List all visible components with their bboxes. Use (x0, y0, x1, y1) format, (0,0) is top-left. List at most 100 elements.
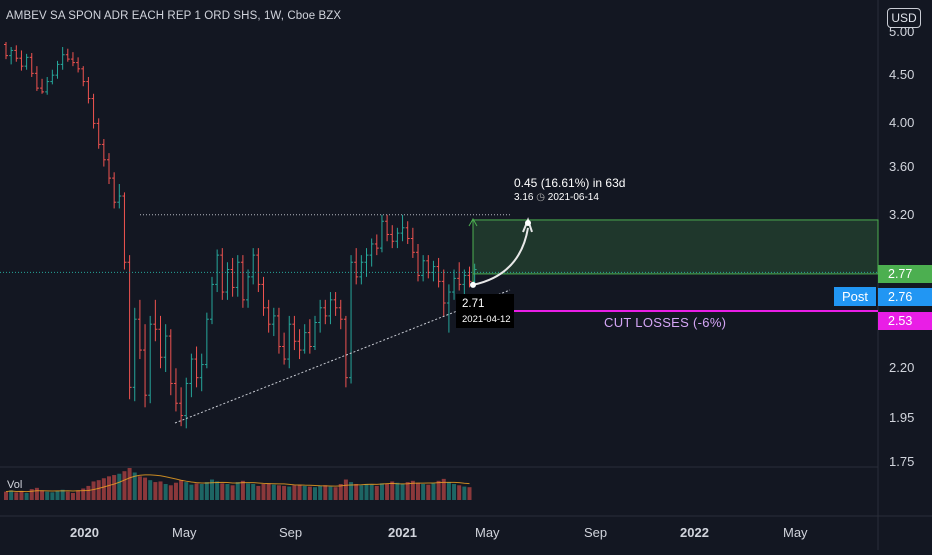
volume-bar (246, 483, 251, 500)
ohlc-bar (101, 139, 106, 167)
ohlc-bar (313, 315, 317, 351)
ohlc-bar (395, 227, 400, 249)
ohlc-bar (307, 319, 312, 354)
ohlc-bar (349, 255, 354, 384)
ohlc-bar (333, 292, 338, 316)
target-price-tag: 2.77 (878, 265, 932, 283)
volume-bar (256, 485, 261, 500)
volume-bar (225, 484, 230, 500)
ohlc-bar (354, 248, 359, 285)
ohlc-bar (431, 260, 436, 282)
ohlc-bar (323, 299, 328, 325)
volume-bar (9, 490, 14, 500)
ohlc-bar (287, 315, 292, 369)
ohlc-bar (390, 225, 395, 249)
price-tick-label: 1.95 (889, 409, 915, 425)
ohlc-bar (163, 324, 168, 373)
volume-bar (307, 486, 312, 500)
currency-button[interactable]: USD (887, 8, 921, 28)
volume-bar (168, 485, 173, 500)
ohlc-bar (184, 377, 189, 429)
ohlc-bar (194, 346, 199, 388)
ohlc-bar (292, 315, 297, 351)
ohlc-bar (112, 172, 117, 209)
volume-bar (390, 481, 395, 500)
cut-losses-label: CUT LOSSES (-6%) (604, 315, 727, 330)
ohlc-bar (261, 276, 266, 316)
volume-bar (426, 484, 431, 500)
ohlc-bar (179, 387, 184, 427)
ohlc-bar (400, 214, 405, 242)
chart-title: AMBEV SA SPON ADR EACH REP 1 ORD SHS, 1W… (6, 10, 342, 22)
volume-bar (359, 485, 364, 500)
volume-bar (240, 480, 245, 500)
volume-bar (158, 481, 163, 500)
volume-bar (261, 484, 266, 500)
clock-icon: ◷ (536, 192, 545, 203)
volume-bar (194, 483, 199, 500)
volume-bar (14, 492, 19, 500)
ohlc-bar (369, 238, 374, 267)
volume-bar (410, 480, 415, 500)
ohlc-bar (45, 76, 50, 95)
volume-bar (76, 490, 81, 500)
ohlc-bar (457, 262, 462, 291)
ohlc-bar (410, 227, 415, 258)
range-arrow-head (468, 217, 478, 227)
time-tick-label: 2021 (388, 525, 417, 540)
ohlc-bar (256, 248, 261, 293)
ohlc-bar (379, 214, 384, 253)
volume-bar (81, 488, 86, 500)
projection-arrow-head (522, 217, 533, 233)
ohlc-bar (271, 307, 276, 337)
ohlc-bar (220, 248, 225, 300)
post-market-badge: Post (834, 287, 876, 306)
volume-bar (276, 485, 281, 500)
volume-bar (34, 487, 39, 500)
ohlc-bar (421, 255, 426, 282)
ohlc-bars (4, 41, 477, 429)
volume-bar (235, 482, 240, 500)
ohlc-bar (235, 255, 240, 297)
ohlc-bar (107, 153, 111, 184)
ohlc-bar (14, 45, 19, 62)
point-date: 2021-04-12 (462, 314, 511, 325)
volume-bar (405, 482, 410, 500)
volume-bar (323, 485, 328, 500)
ohlc-bar (19, 50, 24, 71)
volume-bar (292, 485, 297, 500)
volume-bar (287, 486, 292, 500)
ohlc-bar (302, 324, 307, 354)
post-price-value: 2.76 (888, 290, 913, 304)
time-tick-label: Sep (279, 525, 303, 540)
volume-bar (230, 485, 235, 500)
projection-start-dot (470, 281, 476, 288)
volume-bar (282, 485, 287, 500)
ohlc-bar (60, 47, 65, 70)
ohlc-bar (122, 192, 127, 270)
volume-bar (153, 482, 158, 500)
volume-bar (210, 479, 214, 500)
volume-bars (4, 468, 472, 500)
time-tick-label: May (783, 525, 808, 540)
stop-price-tag: 2.53 (878, 312, 932, 330)
ohlc-bar (328, 292, 333, 325)
volume-bar (467, 487, 472, 500)
volume-bar (436, 480, 441, 500)
ohlc-bar (76, 57, 81, 73)
volume-bar (328, 486, 333, 500)
ohlc-bar (132, 307, 137, 402)
ohlc-bar (240, 255, 245, 308)
ohlc-bar (282, 332, 287, 365)
ohlc-bar (266, 299, 271, 333)
ohlc-bar (230, 257, 235, 297)
ohlc-bar (452, 269, 457, 300)
volume-bar (127, 468, 132, 500)
ohlc-bar (55, 60, 60, 79)
volume-bar (215, 481, 220, 500)
volume-bar (318, 485, 323, 500)
ohlc-bar (462, 269, 467, 297)
ohlc-bar (189, 353, 194, 398)
